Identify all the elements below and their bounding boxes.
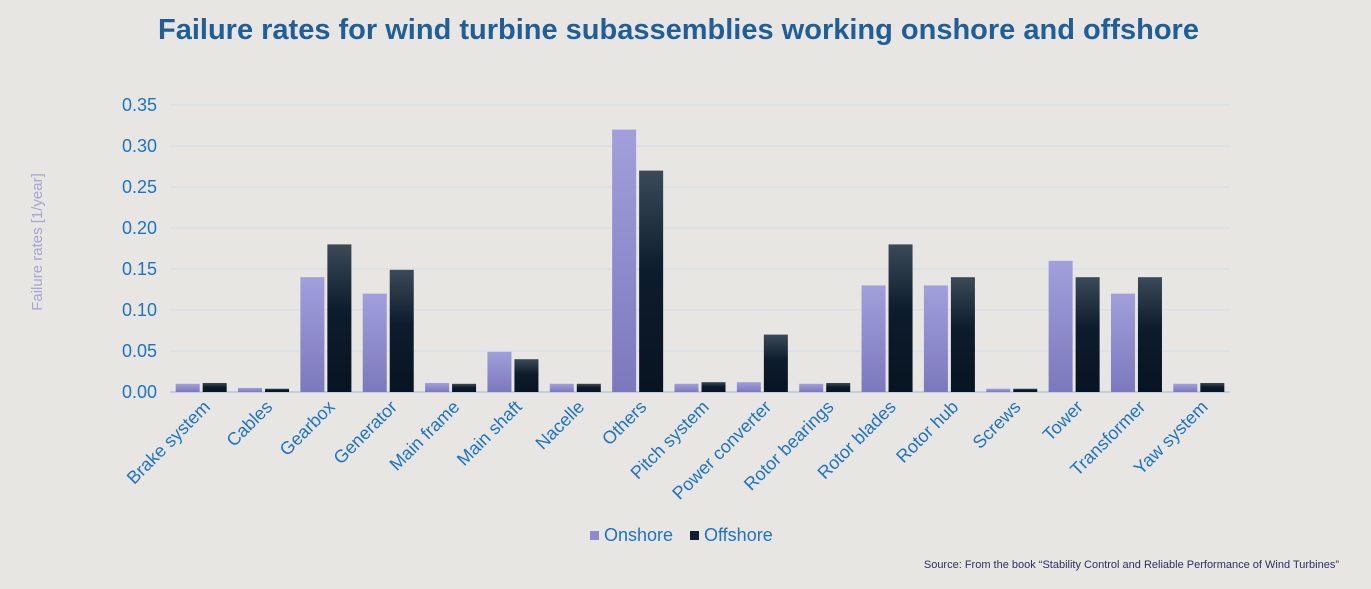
y-axis-label: Failure rates [1/year]: [29, 173, 46, 311]
bar-onshore-brake-system: [175, 383, 200, 392]
bar-onshore-power-converter: [736, 382, 761, 392]
y-tick-label: 0.10: [122, 300, 157, 320]
x-tick-label: Tower: [1039, 397, 1087, 445]
x-tick-label: Nacelle: [532, 397, 589, 454]
x-tick-label: Rotor hub: [892, 397, 962, 467]
legend-swatch-offshore: [690, 531, 699, 540]
bar-offshore-gearbox: [327, 244, 352, 392]
bar-onshore-nacelle: [549, 383, 574, 392]
source-note: Source: From the book “Stability Control…: [923, 559, 1339, 571]
y-tick-label: 0.00: [122, 382, 157, 402]
bar-onshore-rotor-bearings: [799, 383, 824, 392]
bar-onshore-tower: [1048, 260, 1073, 392]
x-tick-label: Main shaft: [453, 397, 526, 470]
bar-onshore-generator: [362, 293, 387, 392]
bar-onshore-pitch-system: [674, 383, 699, 392]
bar-offshore-others: [639, 170, 664, 392]
legend: Onshore Offshore: [590, 525, 773, 545]
bar-onshore-cables: [238, 387, 263, 392]
y-tick-label: 0.25: [122, 177, 157, 197]
bar-onshore-screws: [986, 388, 1011, 392]
bar-onshore-main-frame: [425, 382, 450, 392]
bar-offshore-main-shaft: [514, 359, 539, 392]
y-tick-label: 0.35: [122, 95, 157, 115]
y-axis-ticks: 0.00 0.05 0.10 0.15 0.20 0.25 0.30 0.35: [122, 95, 157, 402]
y-tick-label: 0.30: [122, 136, 157, 156]
bar-onshore-others: [612, 129, 637, 392]
bar-onshore-rotor-blades: [861, 285, 886, 392]
y-tick-label: 0.05: [122, 341, 157, 361]
bar-offshore-tower: [1075, 277, 1100, 392]
bar-offshore-pitch-system: [701, 382, 726, 392]
bar-offshore-cables: [265, 388, 290, 392]
bar-onshore-yaw-system: [1173, 383, 1198, 392]
bar-offshore-transformer: [1137, 277, 1162, 392]
bar-offshore-power-converter: [763, 334, 788, 392]
bar-offshore-generator: [389, 269, 414, 392]
bar-onshore-transformer: [1110, 293, 1135, 392]
x-tick-label: Gearbox: [276, 397, 339, 460]
bar-onshore-rotor-hub: [923, 285, 948, 392]
bar-offshore-brake-system: [202, 382, 227, 392]
x-tick-label: Others: [598, 397, 650, 449]
bar-offshore-main-frame: [452, 383, 477, 392]
chart-title: Failure rates for wind turbine subassemb…: [158, 14, 1199, 46]
bar-onshore-gearbox: [300, 277, 325, 392]
x-tick-label: Screws: [969, 397, 1025, 453]
bar-onshore-main-shaft: [487, 351, 512, 392]
bar-offshore-yaw-system: [1200, 382, 1225, 392]
bar-offshore-rotor-bearings: [826, 382, 851, 392]
x-tick-label: Brake system: [123, 397, 214, 488]
y-tick-label: 0.20: [122, 218, 157, 238]
legend-label-offshore: Offshore: [704, 525, 773, 545]
x-tick-label: Cables: [223, 397, 277, 451]
bar-offshore-rotor-hub: [950, 277, 975, 392]
bar-offshore-nacelle: [576, 383, 601, 392]
bar-offshore-rotor-blades: [888, 244, 913, 392]
legend-label-onshore: Onshore: [604, 525, 673, 545]
legend-swatch-onshore: [590, 531, 599, 540]
bar-offshore-screws: [1013, 388, 1038, 392]
bars: [175, 129, 1225, 392]
y-tick-label: 0.15: [122, 259, 157, 279]
